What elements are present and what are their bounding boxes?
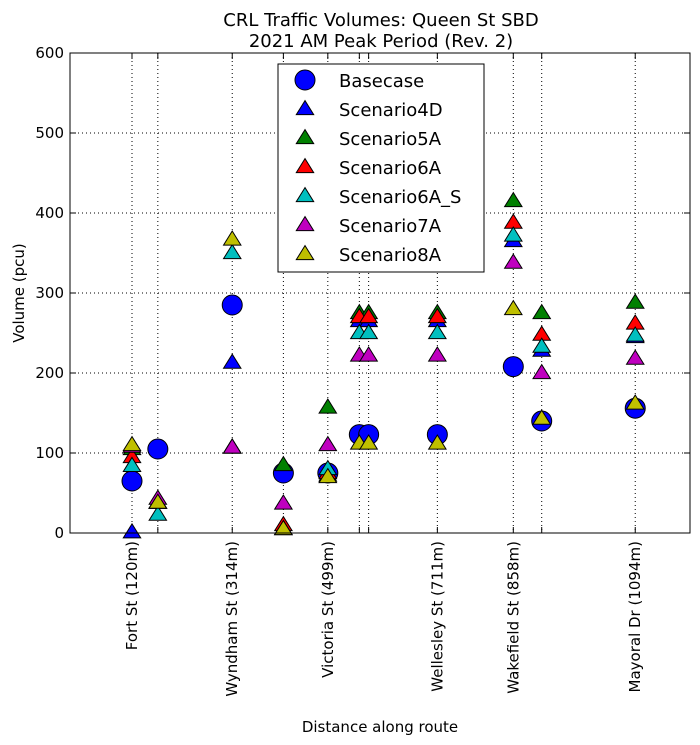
x-tick-label: Wakefield St (858m)	[504, 541, 522, 694]
marker-scenario8a	[532, 409, 552, 425]
marker-scenario7a	[532, 363, 552, 380]
legend-label: Scenario5A	[339, 129, 442, 150]
marker-scenario6a-s	[503, 226, 523, 242]
marker-scenario6a-s	[427, 323, 447, 340]
legend-label: Scenario6A	[339, 158, 442, 179]
x-tick-label: Mayoral Dr (1094m)	[626, 541, 644, 692]
x-tick-label: Fort St (120m)	[123, 541, 141, 650]
marker-scenario6a-s	[359, 323, 379, 340]
y-axis-label: Volume (pcu)	[10, 243, 28, 343]
marker-scenario8a	[625, 394, 645, 410]
marker-scenario8a	[273, 519, 293, 536]
x-axis-label: Distance along route	[302, 718, 458, 736]
marker-scenario8a	[318, 467, 338, 484]
y-tick-label: 300	[35, 284, 64, 302]
marker-scenario6a-s	[148, 505, 168, 521]
marker-scenario5a	[318, 398, 338, 414]
legend-marker-scenario6a	[295, 157, 315, 174]
marker-scenario8a	[503, 299, 523, 316]
marker-scenario7a	[625, 349, 645, 365]
marker-basecase	[147, 438, 169, 460]
y-tick-label: 0	[54, 524, 64, 542]
y-tick-label: 200	[35, 364, 64, 382]
y-tick-label: 500	[35, 124, 64, 142]
marker-basecase	[502, 356, 524, 378]
legend-box	[277, 63, 485, 273]
legend: Basecase Scenario4D Scenario5A Scenario6A Sc…	[277, 63, 485, 273]
marker-scenario8a	[427, 434, 447, 450]
x-axis: Fort St (120m) Wyndham St (314m) Victoria …	[123, 53, 644, 697]
marker-scenario4d	[122, 522, 142, 539]
marker-basecase	[221, 294, 243, 316]
y-tick-label: 100	[35, 444, 64, 462]
marker-scenario5a	[532, 303, 552, 320]
legend-label: Scenario8A	[339, 245, 442, 266]
x-tick-label: Wyndham St (314m)	[223, 541, 241, 697]
y-axis: 0 100 200 300 400 500 600	[35, 44, 690, 542]
chart-title-line2: 2021 AM Peak Period (Rev. 2)	[249, 31, 513, 52]
x-tick-label: Victoria St (499m)	[319, 541, 337, 678]
y-tick-label: 600	[35, 44, 64, 62]
x-tick-label: Wellesley St (711m)	[428, 541, 446, 692]
marker-scenario7a	[273, 494, 293, 510]
chart-title-line1: CRL Traffic Volumes: Queen St SBD	[223, 10, 538, 31]
marker-scenario7a	[318, 435, 338, 452]
legend-marker-scenario8a	[295, 244, 315, 261]
marker-scenario6a-s	[122, 456, 142, 472]
legend-marker-basecase	[294, 69, 316, 91]
marker-scenario5a	[273, 455, 293, 472]
marker-scenario7a	[427, 346, 447, 362]
data-markers	[121, 191, 646, 539]
marker-scenario6a-s	[222, 243, 242, 260]
marker-scenario8a	[122, 435, 142, 452]
legend-marker-scenario5a	[295, 128, 315, 145]
marker-scenario5a	[503, 191, 523, 208]
legend-marker-scenario4d	[295, 99, 315, 116]
marker-scenario7a	[503, 253, 523, 269]
legend-label: Scenario6A_S	[339, 187, 461, 208]
marker-scenario8a	[222, 230, 242, 246]
plot-frame	[69, 52, 691, 534]
marker-scenario6a-s	[532, 337, 552, 353]
marker-scenario8a	[359, 434, 379, 450]
marker-basecase	[121, 470, 143, 492]
marker-scenario5a	[625, 293, 645, 309]
marker-scenario6a	[427, 307, 447, 324]
legend-marker-scenario7a	[295, 215, 315, 232]
marker-scenario6a-s	[625, 326, 645, 342]
y-tick-label: 400	[35, 204, 64, 222]
legend-marker-scenario6a-s	[295, 186, 315, 203]
legend-label: Scenario7A	[339, 216, 442, 237]
legend-label: Scenario4D	[339, 100, 443, 121]
marker-scenario4d	[222, 353, 242, 369]
marker-scenario7a	[359, 346, 379, 362]
legend-label: Basecase	[339, 71, 424, 92]
marker-scenario6a	[359, 307, 379, 324]
marker-scenario7a	[222, 438, 242, 454]
marker-scenario8a	[148, 493, 168, 509]
